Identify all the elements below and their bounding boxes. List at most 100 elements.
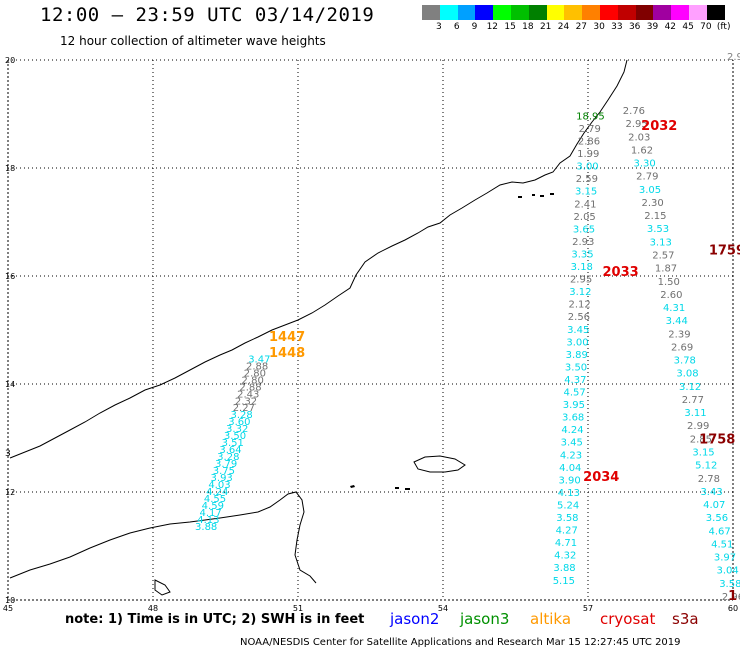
wave-height-value: 4.27 — [556, 526, 578, 537]
lat-tick-label: 20 — [5, 56, 15, 65]
satellite-legend-cryosat: cryosat — [600, 610, 656, 628]
pass-time-label: 1 — [728, 589, 737, 604]
colorbar-label: 18 — [522, 22, 534, 32]
wave-height-value: 1.87 — [655, 264, 677, 275]
wave-height-value: 3.93 — [211, 473, 233, 484]
wave-height-value: 3.45 — [567, 325, 589, 336]
wave-height-value: 2.32 — [235, 396, 257, 407]
wave-height-value: 4.31 — [663, 303, 685, 314]
wave-height-value: 1.50 — [658, 277, 680, 288]
lat-tick-label: 14 — [5, 380, 15, 389]
wave-height-value: 3.65 — [573, 224, 595, 235]
wave-height-value: 3.50 — [565, 362, 587, 373]
wave-height-value: 3.05 — [639, 185, 661, 196]
lon-tick-label: 60 — [728, 604, 738, 613]
pass-time-label: 1447 — [269, 330, 305, 345]
lon-tick-label: 51 — [293, 604, 303, 613]
wave-height-value: 3.43 — [700, 487, 722, 498]
wave-height-value: 5.12 — [695, 461, 717, 472]
pass-time-label: 2033 — [603, 265, 639, 280]
wave-height-value: 4.03 — [208, 480, 230, 491]
wave-height-value: 4.07 — [703, 500, 725, 511]
wave-height-value: 3.68 — [562, 413, 584, 424]
small-island-1 — [350, 485, 355, 488]
wave-height-value: 2.80 — [244, 368, 266, 379]
colorbar-label: 3 — [436, 22, 442, 32]
map-title: 12:00 — 23:59 UTC 03/14/2019 — [40, 4, 375, 26]
wave-height-value: 3.88 — [553, 563, 575, 574]
wave-height-value: 3.88 — [195, 522, 217, 533]
wave-height-value: 3.51 — [222, 438, 244, 449]
wave-height-value: 3.15 — [575, 187, 597, 198]
wave-height-value: 3.56 — [706, 513, 728, 524]
wave-height-value: 3.28 — [230, 410, 252, 421]
wave-height-value: 3.18 — [571, 262, 593, 273]
wave-height-value: 4.23 — [560, 450, 582, 461]
wave-height-value: 2.56 — [568, 312, 590, 323]
map-frame — [7, 59, 734, 601]
wave-height-value: 18.95 — [576, 111, 605, 122]
wave-height-value: 3.32 — [226, 424, 248, 435]
wave-height-value: 4.59 — [202, 501, 224, 512]
wave-height-value: 2.41 — [574, 199, 596, 210]
satellite-legend-jason2: jason2 — [390, 610, 440, 628]
coastline — [9, 59, 628, 596]
colorbar-label: 39 — [646, 22, 659, 32]
wave-height-value: 3.44 — [666, 316, 688, 327]
wave-height-value: 2.85 — [690, 434, 712, 445]
wave-height-value: 2.59 — [576, 174, 598, 185]
wave-height-value: 2.79 — [579, 124, 601, 135]
arabia-coast — [9, 59, 628, 459]
pass-time-label: 1758 — [699, 432, 735, 447]
wave-height-value: 3.90 — [558, 475, 580, 486]
lat-tick-label: 18 — [5, 164, 15, 173]
colorbar-swatch — [546, 5, 565, 20]
wave-height-value: 3.12 — [569, 287, 591, 298]
wave-height-value: 4.13 — [558, 488, 580, 499]
satellite-legend-altika: altika — [530, 610, 572, 628]
wave-height-value: 4.13 — [197, 515, 219, 526]
wave-height-value: 3.47 — [248, 354, 270, 365]
wave-height-value: 4.24 — [561, 425, 583, 436]
wave-height-value: 3.04 — [717, 566, 739, 577]
wave-height-value: 3.50 — [224, 431, 246, 442]
wave-height-value: 3.00 — [566, 337, 588, 348]
colorbar-swatch — [475, 5, 494, 20]
wave-height-value: 3.75 — [213, 466, 235, 477]
colorbar-label: 15 — [504, 22, 516, 32]
colorbar-swatch — [528, 5, 547, 20]
colorbar-label: 42 — [664, 22, 677, 32]
colorbar-swatch — [582, 5, 600, 20]
wave-height-value: 3.89 — [566, 350, 588, 361]
lon-tick-label: 45 — [3, 604, 13, 613]
wave-height-value: 3.60 — [228, 417, 250, 428]
wave-height-value: 2.15 — [644, 211, 666, 222]
wave-height-value: 3.79 — [215, 459, 237, 470]
wave-height-value: 2.95 — [570, 275, 592, 286]
map-subtitle: 12 hour collection of altimeter wave hei… — [60, 34, 326, 48]
wave-height-value: 2.76 — [623, 106, 645, 117]
wave-height-value: 2.69 — [671, 342, 693, 353]
colorbar-swatch — [671, 5, 689, 20]
wave-height-value: 2.12 — [569, 300, 591, 311]
wave-height-value: 3.30 — [633, 159, 655, 170]
wave-height-value: 2.39 — [668, 329, 690, 340]
wave-height-value: 2.79 — [636, 172, 658, 183]
wave-height-value: 3.13 — [650, 237, 672, 248]
pass-time-label: 1759 — [709, 243, 740, 258]
colorbar-label: 33 — [611, 22, 623, 32]
lat-tick-label: 16 — [5, 272, 15, 281]
colorbar-label: 36 — [628, 22, 641, 32]
wave-height-value: 3.00 — [576, 162, 598, 173]
colorbar-swatch — [653, 5, 672, 20]
wave-height-value: 3.45 — [561, 438, 583, 449]
wave-height-value: 4.37 — [564, 375, 586, 386]
wave-height-value: 3.12 — [679, 382, 701, 393]
colorbar-swatch — [635, 5, 654, 20]
wave-height-value: 2.86 — [578, 137, 600, 148]
satellite-legend-jason3: jason3 — [460, 610, 510, 628]
lake-outline — [154, 579, 171, 596]
wave-height-value: 2.88 — [246, 361, 268, 372]
colorbar-swatch — [599, 5, 618, 20]
